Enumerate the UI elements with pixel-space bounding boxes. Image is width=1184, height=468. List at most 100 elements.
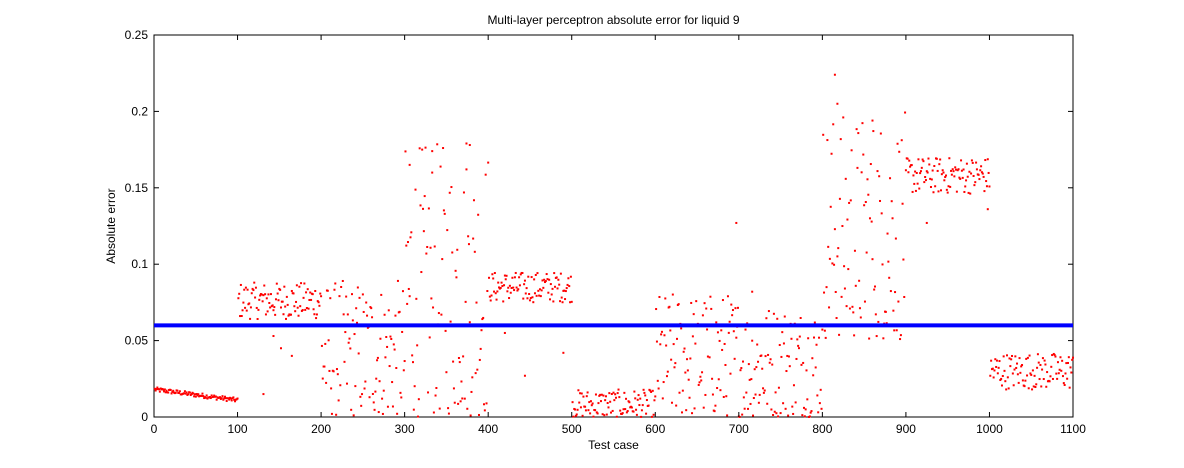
data-point xyxy=(612,391,615,394)
data-point xyxy=(167,391,170,394)
data-point xyxy=(609,411,612,414)
data-point xyxy=(283,285,286,288)
data-point xyxy=(482,316,485,319)
data-point xyxy=(408,295,411,298)
data-point xyxy=(540,289,543,292)
data-point xyxy=(420,271,423,274)
data-point xyxy=(875,335,878,338)
data-point xyxy=(1015,366,1018,369)
data-point xyxy=(997,366,1000,369)
data-point xyxy=(621,412,624,415)
data-point xyxy=(927,157,930,160)
data-point xyxy=(304,308,307,311)
data-point xyxy=(726,295,729,298)
data-point xyxy=(955,168,958,171)
data-point xyxy=(407,287,410,290)
data-point xyxy=(505,274,508,277)
data-point xyxy=(559,300,562,303)
data-point xyxy=(539,295,542,298)
data-point xyxy=(579,406,582,409)
data-point xyxy=(1035,383,1038,386)
data-point xyxy=(941,169,944,172)
data-point xyxy=(860,171,863,174)
data-point xyxy=(422,207,425,210)
data-point xyxy=(986,208,989,211)
data-point xyxy=(455,276,458,279)
y-tick-label: 0 xyxy=(141,410,148,424)
data-point xyxy=(594,393,597,396)
data-point xyxy=(640,409,643,412)
data-point xyxy=(838,197,841,200)
data-point xyxy=(1026,374,1029,377)
data-point xyxy=(448,191,451,194)
data-point xyxy=(615,396,618,399)
data-point xyxy=(724,363,727,366)
data-point xyxy=(581,414,584,417)
data-point xyxy=(690,301,693,304)
data-point xyxy=(705,307,708,310)
data-point xyxy=(691,412,694,415)
data-point xyxy=(250,292,253,295)
data-point xyxy=(568,285,571,288)
data-point xyxy=(516,289,519,292)
data-point xyxy=(417,398,420,401)
data-point xyxy=(344,331,347,334)
data-point xyxy=(227,397,230,400)
y-axis: 0 0.05 0.1 0.15 0.2 0.25 xyxy=(125,28,1073,424)
data-point xyxy=(158,388,161,391)
data-point xyxy=(496,290,499,293)
data-point xyxy=(279,306,282,309)
data-point xyxy=(472,237,475,240)
data-point xyxy=(940,173,943,176)
data-point xyxy=(943,179,946,182)
data-point xyxy=(417,415,420,418)
data-point xyxy=(949,185,952,188)
data-point xyxy=(960,159,963,162)
data-point xyxy=(308,298,311,301)
data-point xyxy=(833,228,836,231)
data-point xyxy=(749,402,752,405)
data-point xyxy=(229,397,232,400)
data-point xyxy=(948,157,951,160)
data-point xyxy=(339,384,342,387)
data-point xyxy=(391,381,394,384)
data-point xyxy=(821,328,824,331)
data-point xyxy=(473,250,476,253)
data-point xyxy=(654,395,657,398)
data-point xyxy=(479,347,482,350)
data-point xyxy=(342,313,345,316)
data-point xyxy=(915,171,918,174)
data-point xyxy=(717,378,720,381)
data-point xyxy=(697,383,700,386)
data-point xyxy=(660,330,663,333)
data-point xyxy=(1010,358,1013,361)
data-point xyxy=(336,373,339,376)
data-point xyxy=(685,409,688,412)
data-point xyxy=(909,165,912,168)
data-point xyxy=(315,313,318,316)
data-point xyxy=(1012,384,1015,387)
data-point xyxy=(584,409,587,412)
data-point xyxy=(354,385,357,388)
data-point xyxy=(597,402,600,405)
data-point xyxy=(843,287,846,290)
data-point xyxy=(327,339,330,342)
data-point xyxy=(155,388,158,391)
data-point xyxy=(387,309,390,312)
data-point xyxy=(617,388,620,391)
data-point xyxy=(798,335,801,338)
data-point xyxy=(466,407,469,410)
data-point xyxy=(518,284,521,287)
data-point xyxy=(243,288,246,291)
data-point xyxy=(916,182,919,185)
data-point xyxy=(985,180,988,183)
data-point xyxy=(233,398,236,401)
data-point xyxy=(744,328,747,331)
data-point xyxy=(577,389,580,392)
data-point xyxy=(1006,376,1009,379)
data-point xyxy=(652,413,655,416)
data-point xyxy=(643,391,646,394)
data-point xyxy=(1024,379,1027,382)
data-point xyxy=(644,394,647,397)
